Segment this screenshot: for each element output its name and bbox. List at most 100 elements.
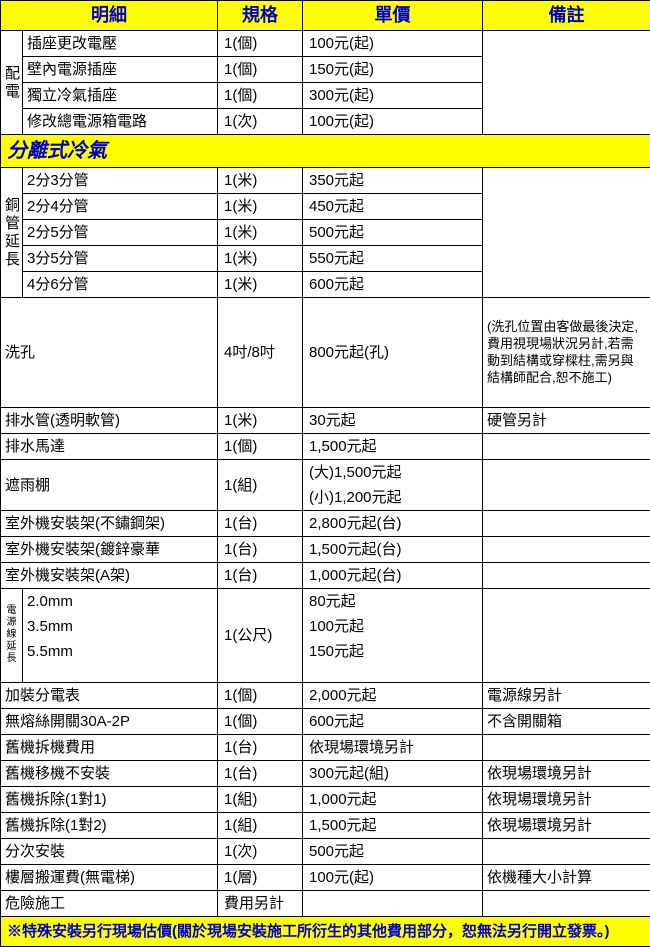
item-name: 樓層搬運費(無電梯) — [1, 864, 218, 890]
item-price: 1,000元起 — [303, 786, 483, 812]
table-row: 樓層搬運費(無電梯) 1(層) 100元(起) 依機種大小計算 — [1, 864, 650, 890]
item-spec: 1(個) — [218, 83, 303, 109]
item-price: 500元起 — [303, 838, 483, 864]
item-price — [303, 890, 483, 916]
table-row: 室外機安裝架(A架) 1(台) 1,000元起(台) — [1, 563, 650, 589]
item-spec: 1(個) — [218, 434, 303, 460]
item-name: 壁內電源插座 — [23, 57, 218, 83]
table-row: 危險施工 費用另計 — [1, 890, 650, 916]
item-note — [483, 511, 650, 537]
table-row: 遮雨棚 1(組) (大)1,500元起 — [1, 460, 650, 486]
item-price: (小)1,200元起 — [303, 485, 483, 511]
footnote-text: ※特殊安裝另行現場估價(關於現場安裝施工所衍生的其他費用部分，恕無法另行開立發票… — [1, 916, 650, 946]
item-price: 100元起 — [303, 614, 483, 639]
item-price: 300元(起) — [303, 83, 483, 109]
item-name: 5.5mm — [23, 639, 218, 664]
item-name: 3.5mm — [23, 614, 218, 639]
item-price: 30元起 — [303, 408, 483, 434]
item-price: 依現場環境另計 — [303, 734, 483, 760]
item-spec: 1(個) — [218, 682, 303, 708]
section-row: 分離式冷氣 — [1, 135, 650, 168]
item-name: 插座更改電壓 — [23, 31, 218, 57]
item-price: 300元起(組) — [303, 760, 483, 786]
item-name: 舊機拆機費用 — [1, 734, 218, 760]
footnote-row: ※特殊安裝另行現場估價(關於現場安裝施工所衍生的其他費用部分，恕無法另行開立發票… — [1, 916, 650, 946]
table-row: 電源線延長 2.0mm 1(公尺) 80元起 — [1, 589, 650, 615]
item-spec: 1(次) — [218, 109, 303, 135]
item-price: 100元(起) — [303, 864, 483, 890]
table-row: 室外機安裝架(鍍鋅豪華 1(台) 1,500元起(台) — [1, 537, 650, 563]
item-price: 2,800元起(台) — [303, 511, 483, 537]
table-row: 銅管延長 2分3分管 1(米) 350元起 — [1, 168, 650, 194]
item-spec: 1(台) — [218, 511, 303, 537]
item-spec: 1(個) — [218, 57, 303, 83]
item-spec: 1(個) — [218, 31, 303, 57]
item-spec: 1(個) — [218, 708, 303, 734]
item-spec: 1(組) — [218, 786, 303, 812]
item-spec: 4吋/8吋 — [218, 298, 303, 408]
item-name: 2分3分管 — [23, 168, 218, 194]
item-name: 加裝分電表 — [1, 682, 218, 708]
item-price: 150元(起) — [303, 57, 483, 83]
item-spec: 1(米) — [218, 408, 303, 434]
item-spec: 1(台) — [218, 563, 303, 589]
item-name: 遮雨棚 — [1, 460, 218, 511]
item-note: 依現場環境另計 — [483, 760, 650, 786]
item-price: 800元起(孔) — [303, 298, 483, 408]
item-price — [303, 664, 483, 682]
item-note — [483, 890, 650, 916]
item-spec: 1(次) — [218, 838, 303, 864]
item-spec: 1(台) — [218, 734, 303, 760]
item-price: 550元起 — [303, 246, 483, 272]
price-table: 明細 規格 單價 備註 配電 插座更改電壓 1(個) 100元(起) 壁內電源插… — [0, 0, 650, 947]
item-note: 電源線另計 — [483, 682, 650, 708]
item-spec: 1(米) — [218, 168, 303, 194]
item-price: 1,500元起 — [303, 434, 483, 460]
item-note — [483, 537, 650, 563]
item-name: 洗孔 — [1, 298, 218, 408]
item-spec: 1(組) — [218, 460, 303, 511]
item-name: 舊機拆除(1對2) — [1, 812, 218, 838]
item-name: 舊機拆除(1對1) — [1, 786, 218, 812]
item-note — [483, 563, 650, 589]
table-row: 排水管(透明軟管) 1(米) 30元起 硬管另計 — [1, 408, 650, 434]
item-note — [483, 434, 650, 460]
item-note: (洗孔位置由客做最後決定,費用視現場狀況另計,若需動到結構或穿樑柱,需另與結構師… — [483, 298, 650, 408]
item-price: 2,000元起 — [303, 682, 483, 708]
item-note — [483, 838, 650, 864]
item-price: (大)1,500元起 — [303, 460, 483, 486]
item-name: 2分4分管 — [23, 194, 218, 220]
item-spec: 1(台) — [218, 760, 303, 786]
item-price: 80元起 — [303, 589, 483, 615]
table-row: 洗孔 4吋/8吋 800元起(孔) (洗孔位置由客做最後決定,費用視現場狀況另計… — [1, 298, 650, 408]
item-note — [483, 460, 650, 511]
item-spec: 1(米) — [218, 246, 303, 272]
group-label-wire: 電源線延長 — [1, 589, 23, 683]
item-name: 無熔絲開關30A-2P — [1, 708, 218, 734]
item-note: 硬管另計 — [483, 408, 650, 434]
item-note: 依現場環境另計 — [483, 786, 650, 812]
item-name: 室外機安裝架(鍍鋅豪華 — [1, 537, 218, 563]
col-note: 備註 — [483, 1, 650, 31]
item-name: 分次安裝 — [1, 838, 218, 864]
item-price: 150元起 — [303, 639, 483, 664]
table-row: 舊機拆除(1對1) 1(組) 1,000元起 依現場環境另計 — [1, 786, 650, 812]
table-row: 舊機拆機費用 1(台) 依現場環境另計 — [1, 734, 650, 760]
item-spec: 費用另計 — [218, 890, 303, 916]
table-row: 分次安裝 1(次) 500元起 — [1, 838, 650, 864]
item-name: 室外機安裝架(不鏽鋼架) — [1, 511, 218, 537]
item-name: 排水管(透明軟管) — [1, 408, 218, 434]
item-note — [483, 31, 650, 135]
item-name: 2分5分管 — [23, 220, 218, 246]
item-name — [23, 664, 218, 682]
item-spec: 1(米) — [218, 272, 303, 298]
item-price: 1,500元起(台) — [303, 537, 483, 563]
item-name: 危險施工 — [1, 890, 218, 916]
item-spec: 1(公尺) — [218, 589, 303, 683]
col-price: 單價 — [303, 1, 483, 31]
item-price: 600元起 — [303, 272, 483, 298]
item-note: 依機種大小計算 — [483, 864, 650, 890]
group-label-peidian: 配電 — [1, 31, 23, 135]
item-name: 3分5分管 — [23, 246, 218, 272]
item-note — [483, 734, 650, 760]
